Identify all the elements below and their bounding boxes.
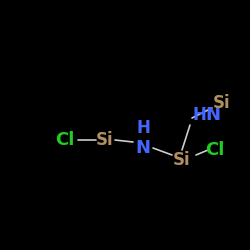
Text: Si: Si <box>173 151 191 169</box>
Text: Si: Si <box>213 94 231 112</box>
Text: Cl: Cl <box>205 141 225 159</box>
Text: Si: Si <box>96 131 114 149</box>
Text: H: H <box>192 106 206 124</box>
Text: H: H <box>136 119 150 137</box>
Text: N: N <box>136 139 150 157</box>
Text: Cl: Cl <box>55 131 75 149</box>
Text: N: N <box>205 106 220 124</box>
